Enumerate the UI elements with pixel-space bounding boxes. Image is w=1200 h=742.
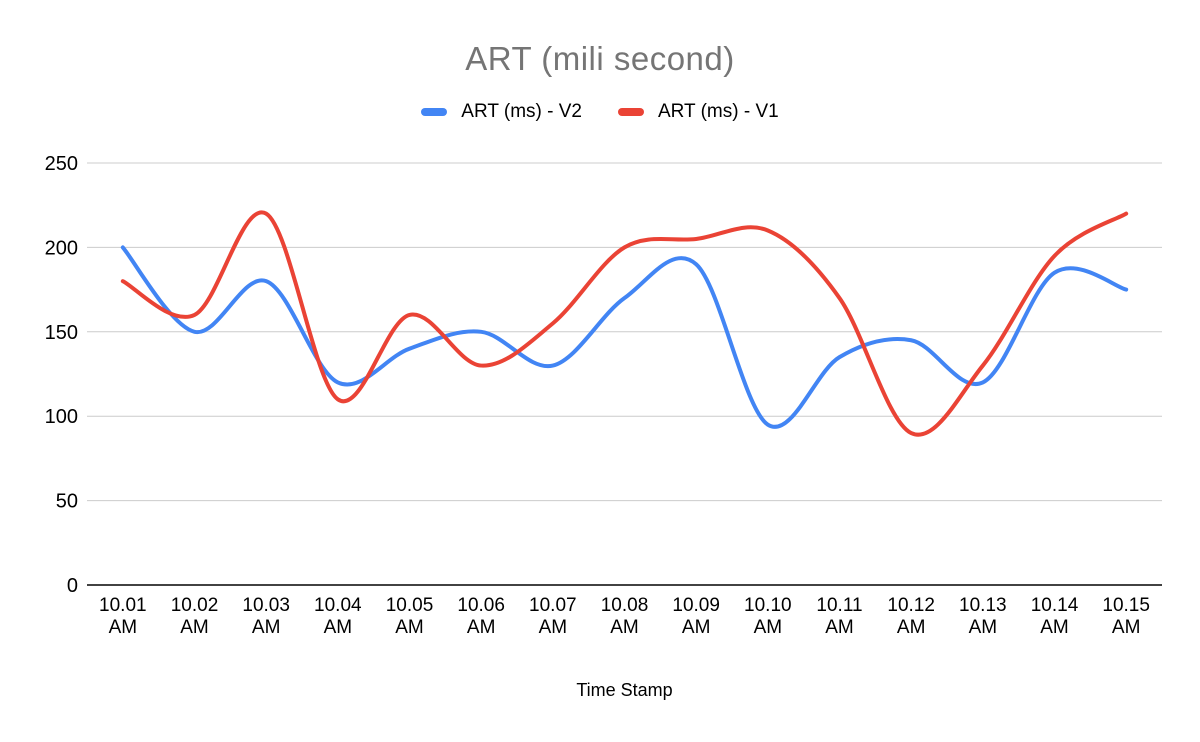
y-tick-label: 150 xyxy=(45,322,78,344)
x-tick-label: 10.11 AM xyxy=(816,595,862,638)
x-tick-label: 10.02 AM xyxy=(171,595,219,638)
legend-item-v2: ART (ms) - V2 xyxy=(421,101,582,123)
x-tick-label: 10.10 AM xyxy=(744,595,792,638)
y-tick-label: 0 xyxy=(67,575,78,597)
x-tick-label: 10.05 AM xyxy=(386,595,434,638)
series-line-v1 xyxy=(120,210,1129,437)
x-axis-title: Time Stamp xyxy=(576,680,672,700)
x-tick-label: 10.14 AM xyxy=(1031,595,1079,638)
series-line-v2 xyxy=(120,245,1129,429)
x-tick-label: 10.09 AM xyxy=(672,595,720,638)
legend: ART (ms) - V2 ART (ms) - V1 xyxy=(0,101,1200,123)
x-tick-label: 10.01 AM xyxy=(99,595,147,638)
x-tick-label: 10.06 AM xyxy=(457,595,505,638)
legend-swatch-v1-icon xyxy=(618,108,644,116)
legend-label-v1: ART (ms) - V1 xyxy=(658,101,779,122)
y-tick-label: 100 xyxy=(45,406,78,428)
x-tick-label: 10.04 AM xyxy=(314,595,362,638)
x-tick-label: 10.07 AM xyxy=(529,595,577,638)
y-tick-label: 50 xyxy=(56,491,78,513)
x-tick-label: 10.15 AM xyxy=(1102,595,1150,638)
x-tick-label: 10.13 AM xyxy=(959,595,1007,638)
legend-swatch-v2-icon xyxy=(421,108,448,116)
y-tick-label: 250 xyxy=(45,153,78,175)
x-tick-label: 10.12 AM xyxy=(887,595,935,638)
legend-label-v2: ART (ms) - V2 xyxy=(461,101,582,122)
y-tick-label: 200 xyxy=(45,237,78,259)
x-tick-label: 10.03 AM xyxy=(242,595,290,638)
chart-title: ART (mili second) xyxy=(465,40,735,77)
x-tick-label: 10.08 AM xyxy=(601,595,649,638)
legend-item-v1: ART (ms) - V1 xyxy=(618,101,779,123)
